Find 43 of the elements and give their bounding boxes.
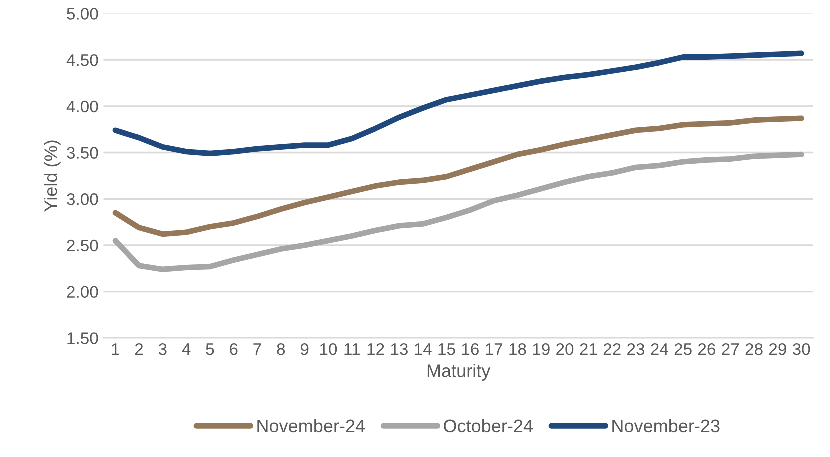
x-tick-label: 15 <box>438 344 456 356</box>
y-tick-label: 3.50 <box>67 147 98 159</box>
x-tick-label: 25 <box>674 343 692 356</box>
x-tick-label: 17 <box>486 344 502 356</box>
y-tick-label: 4.50 <box>66 54 98 66</box>
x-tick-label: 8 <box>277 343 286 356</box>
x-tick-label: 4 <box>182 344 191 356</box>
x-tick-label: 13 <box>391 343 408 356</box>
x-axis-title: Maturity <box>428 364 491 381</box>
x-tick-label: 20 <box>556 343 574 356</box>
legend-label: November-24 <box>258 419 366 433</box>
x-tick-label: 22 <box>604 343 621 356</box>
y-tick-label: 2.50 <box>67 240 98 252</box>
x-tick-label: 16 <box>462 343 479 356</box>
y-tick-label: 2.00 <box>67 286 98 298</box>
x-tick-label: 9 <box>300 343 309 356</box>
legend-label: November-23 <box>612 419 720 433</box>
x-tick-label: 27 <box>722 343 740 356</box>
x-tick-label: 30 <box>792 343 810 356</box>
x-tick-label: 19 <box>533 343 550 356</box>
x-tick-label: 21 <box>580 343 598 356</box>
x-tick-label: 12 <box>368 343 384 356</box>
y-tick-label: 4.00 <box>66 100 98 113</box>
x-tick-label: 5 <box>206 344 214 356</box>
legend-label: October-24 <box>444 419 534 433</box>
x-tick-label: 24 <box>651 343 668 356</box>
x-tick-label: 29 <box>769 343 786 356</box>
y-axis-title: Yield (%) <box>44 140 61 212</box>
x-tick-label: 7 <box>254 344 262 356</box>
y-tick-label: 5.00 <box>67 8 98 20</box>
y-tick-label: 3.00 <box>67 194 98 206</box>
x-tick-label: 18 <box>510 343 526 356</box>
y-tick-label: 1.50 <box>68 332 98 344</box>
x-tick-label: 23 <box>628 343 645 356</box>
x-tick-label: 14 <box>415 344 432 356</box>
x-tick-label: 6 <box>230 343 238 356</box>
x-tick-label: 26 <box>698 343 716 356</box>
x-tick-label: 2 <box>135 343 144 356</box>
x-tick-label: 11 <box>344 344 360 356</box>
x-tick-label: 3 <box>158 343 167 356</box>
x-tick-label: 1 <box>112 344 120 356</box>
x-tick-label: 10 <box>320 343 338 356</box>
x-tick-label: 28 <box>746 343 763 356</box>
